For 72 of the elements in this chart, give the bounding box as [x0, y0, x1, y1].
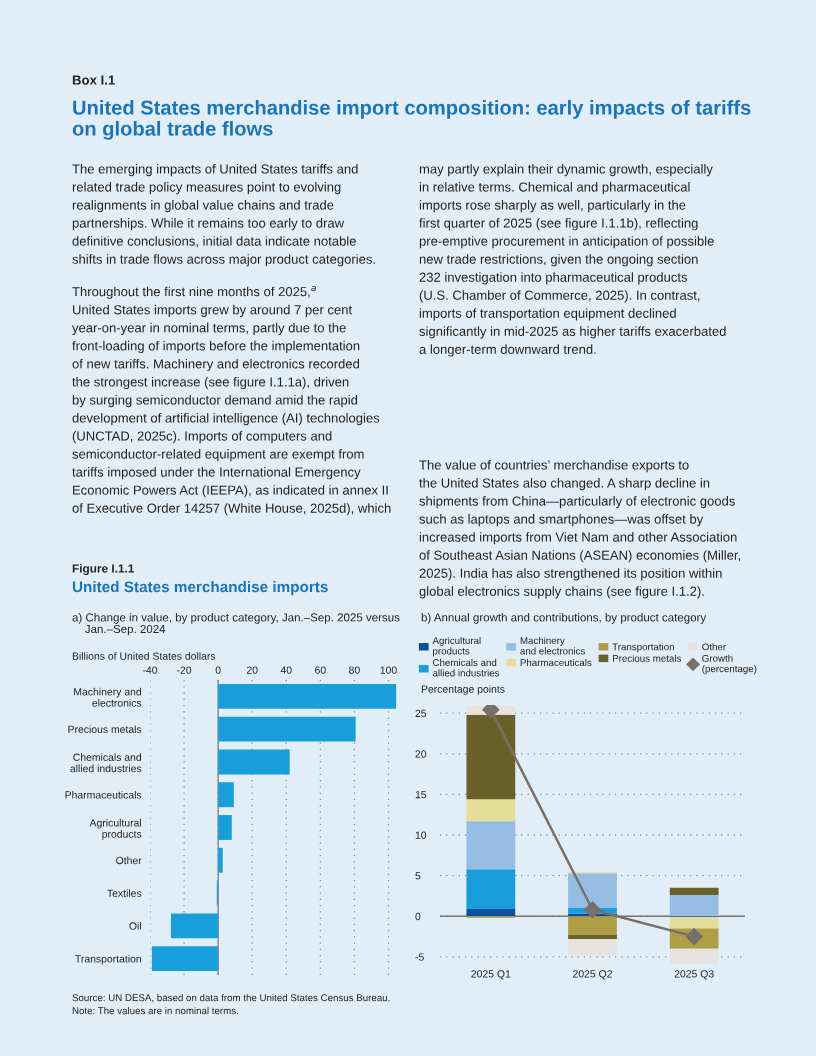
x-tick-label: 2025 Q2	[573, 970, 612, 980]
bar	[669, 887, 719, 896]
y-tick-label: -5	[415, 953, 424, 961]
y-tick-label: Other	[116, 856, 142, 865]
bar	[466, 799, 516, 822]
text: Throughout the first nine months of 2025,$^{a}$ United States imports grew by around 7 per cent year-on-year in nominal terms, partly due to the front-loading of imports before the implementation of new tariffs. Machinery and electronics recorded the strongest increase (see figure I.1.1a), driven by surging semiconductor demand amid the rapid development of artificial intelligence (AI) technologies (UNCTAD, 2025c). Imports of computers and semiconductor-related equipment are exempt from tariffs imposed under the International Emergency Economic Powers Act (IEEPA), as indicated in annex II of Executive Order 14257 (White House, 2025d), which	[72, 286, 391, 516]
point	[583, 901, 602, 919]
legend-label: Growth (percentage)	[702, 654, 757, 675]
chart-title: b) Annual growth and contributions, by product category	[421, 613, 707, 624]
text: The value of countries’ merchandise exports to the United States also changed. A sharp decline in shipments from China—particularly of electronic goods such as laptops and smartphones—was offset by increased imports from Viet Nam and other Association of Southeast Asian Nations (ASEAN) economies (Miller, 2025). India has also strengthened its position within global electronics supply chains (see figure I.1.2).	[419, 460, 741, 599]
x-tick-label: 40	[280, 666, 292, 674]
y-tick-label: Pharmaceuticals	[65, 790, 142, 799]
y-tick-label: Machinery and electronics	[74, 687, 142, 707]
x-tick-label: 60	[315, 666, 326, 674]
x-axis-title: Billions of United States dollars	[72, 652, 216, 660]
y-tick-label: 0	[415, 912, 421, 921]
text: Figure I.1.1	[72, 564, 134, 576]
bar	[568, 873, 617, 909]
legend-label: Pharmaceuticals	[520, 658, 592, 667]
bar	[218, 716, 356, 742]
y-tick-label: 20	[415, 750, 427, 758]
legend-label: Transportation	[612, 643, 674, 653]
y-tick-label: Textiles	[107, 889, 142, 897]
bar	[151, 946, 219, 972]
y-tick-label: Agricultural products	[89, 818, 142, 840]
y-tick-label: Precious metals	[68, 725, 142, 734]
y-axis-title: Percentage points	[421, 685, 505, 695]
legend-label: Other	[702, 643, 726, 651]
x-tick-label: -20	[177, 666, 192, 674]
bar	[218, 782, 234, 808]
text: Box I.1	[72, 75, 115, 85]
text: Note: The values are in nominal terms.	[72, 1007, 238, 1015]
legend-label: Precious metals	[613, 654, 682, 662]
bar	[466, 714, 516, 800]
bar	[568, 934, 617, 939]
y-tick-label: 5	[415, 872, 421, 880]
bar	[568, 939, 617, 956]
x-tick-label: 80	[349, 666, 360, 674]
y-tick-label: Chemicals and allied industries	[70, 753, 142, 773]
x-tick-label: 20	[246, 666, 258, 674]
bar	[170, 913, 219, 939]
source-note: Source: UN DESA, based on data from the United States Census Bureau.	[72, 994, 390, 1003]
y-tick-label: 10	[415, 831, 427, 839]
text: may partly explain their dynamic growth, especially in relative terms. Chemical and pharmaceutical imports rose sharply as well, particularly in the first quarter of 2025 (see figure I.1.1b), reflecting pre-emptive procurement in anticipation of possible new trade restrictions, given the ongoing section 232 investigation into pharmaceutical products (U.S. Chamber of Commerce, 2025). In contrast, imports of transportation equipment declined significantly in mid-2025 as higher tariffs exacerbated a longer-term downward trend.	[419, 164, 726, 357]
x-tick-label: 2025 Q1	[471, 970, 511, 980]
bar	[466, 821, 516, 870]
bar	[466, 869, 516, 909]
y-tick-label: 25	[415, 709, 427, 717]
bar	[218, 749, 290, 775]
text: United States merchandise import composition: early impacts of tariffs on global trade flows	[72, 100, 751, 140]
chart-title: a) Change in value, by product category, Jan.–Sep. 2025 versus Jan.–Sep. 2024	[72, 613, 400, 636]
legend-label: Agricultural products	[432, 636, 481, 657]
bar	[568, 916, 617, 935]
point	[482, 705, 500, 719]
legend-label: Machinery and electronics	[520, 636, 585, 655]
y-tick-label: Oil	[129, 922, 141, 930]
legend-label: Chemicals and allied industries	[432, 658, 500, 677]
bar	[669, 948, 719, 964]
bar	[218, 815, 232, 840]
x-tick-label: 2025 Q3	[674, 970, 714, 980]
y-tick-label: 15	[415, 790, 427, 799]
x-tick-label: -40	[142, 666, 158, 674]
text: United States merchandise imports	[72, 581, 328, 596]
bar	[669, 917, 719, 929]
y-tick-label: Transportation	[75, 954, 141, 965]
bar	[669, 895, 719, 917]
bar	[218, 847, 223, 873]
x-tick-label: 100	[380, 666, 397, 674]
x-tick-label: 0	[215, 666, 221, 674]
bar	[218, 683, 397, 709]
bar	[466, 908, 516, 917]
text: The emerging impacts of United States tariffs and related trade policy measures point to evolving realignments in global value chains and trade partnerships. While it remains too early to draw definitive conclusions, initial data indicate notable shifts in trade flows across major product categories.	[72, 164, 375, 267]
